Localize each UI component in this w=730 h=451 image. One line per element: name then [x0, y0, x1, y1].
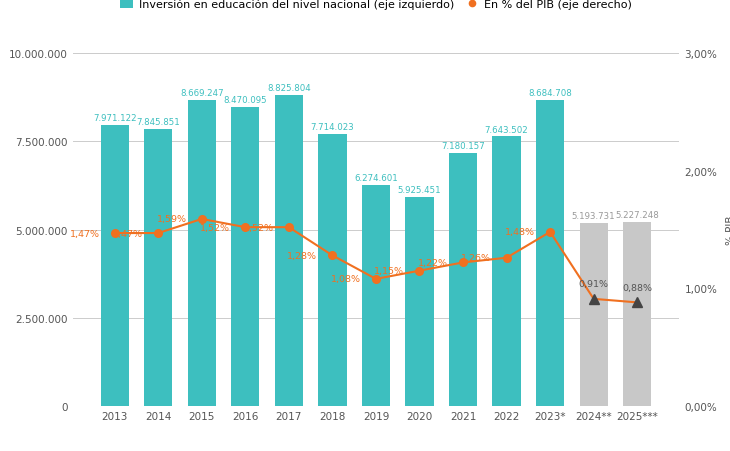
- Bar: [623, 222, 651, 406]
- Text: 1,28%: 1,28%: [287, 251, 317, 260]
- Text: 1,48%: 1,48%: [505, 228, 535, 237]
- Text: 7.643.502: 7.643.502: [485, 125, 529, 134]
- Bar: [274, 96, 303, 406]
- Text: 1,59%: 1,59%: [156, 215, 187, 224]
- Text: 1,52%: 1,52%: [200, 223, 230, 232]
- Text: 0,88%: 0,88%: [622, 283, 652, 292]
- Text: 5.925.451: 5.925.451: [398, 186, 442, 195]
- Bar: [101, 125, 128, 406]
- Text: 7.714.023: 7.714.023: [310, 123, 354, 132]
- Text: 1,15%: 1,15%: [374, 267, 404, 276]
- Text: 7.845.851: 7.845.851: [137, 118, 180, 127]
- Bar: [536, 101, 564, 406]
- Bar: [405, 198, 434, 406]
- Text: 1,26%: 1,26%: [461, 253, 491, 262]
- Text: 5.227.248: 5.227.248: [615, 210, 659, 219]
- Bar: [580, 223, 608, 406]
- Text: 0,91%: 0,91%: [579, 280, 609, 289]
- Bar: [318, 134, 347, 406]
- Text: 8.684.708: 8.684.708: [529, 88, 572, 97]
- Text: 1,47%: 1,47%: [113, 229, 143, 238]
- Bar: [493, 137, 520, 406]
- Text: 1,47%: 1,47%: [69, 229, 99, 238]
- Bar: [144, 130, 172, 406]
- Text: 7.180.157: 7.180.157: [441, 142, 485, 151]
- Bar: [231, 108, 259, 406]
- Text: 8.825.804: 8.825.804: [267, 83, 311, 92]
- Text: 8.669.247: 8.669.247: [180, 89, 223, 98]
- Bar: [449, 153, 477, 406]
- Bar: [362, 185, 390, 406]
- Text: 6.274.601: 6.274.601: [354, 173, 398, 182]
- Text: 5.193.731: 5.193.731: [572, 212, 615, 221]
- Legend: Inversión en educación del nivel nacional (eje izquierdo), En % del PIB (eje der: Inversión en educación del nivel naciona…: [120, 0, 632, 10]
- Text: 1,22%: 1,22%: [418, 258, 447, 267]
- Y-axis label: % PIB: % PIB: [726, 215, 730, 245]
- Text: 8.470.095: 8.470.095: [223, 96, 267, 105]
- Text: 7.971.122: 7.971.122: [93, 114, 137, 123]
- Text: 1,52%: 1,52%: [244, 223, 274, 232]
- Text: 1,08%: 1,08%: [331, 275, 361, 284]
- Bar: [188, 101, 216, 406]
